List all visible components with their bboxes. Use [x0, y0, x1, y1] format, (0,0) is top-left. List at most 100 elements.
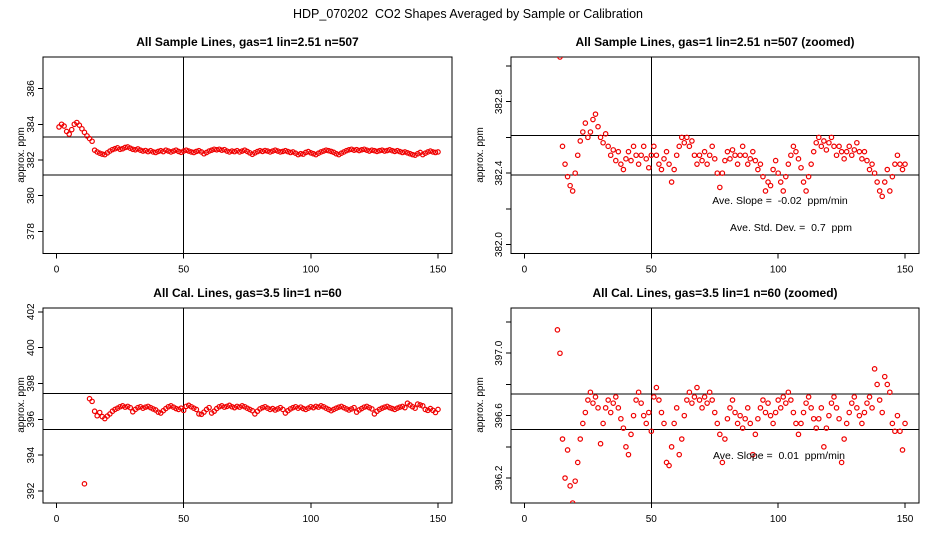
data-point — [661, 420, 667, 427]
data-point — [318, 149, 324, 155]
data-point — [678, 436, 685, 442]
data-point — [231, 148, 238, 155]
data-point — [155, 148, 162, 155]
y-axis-label-sample: approx. ppm — [16, 127, 27, 183]
data-point — [216, 403, 223, 410]
data-point — [757, 405, 764, 411]
data-point — [798, 420, 804, 427]
data-point — [871, 170, 878, 176]
data-point — [750, 148, 756, 155]
data-point — [559, 143, 566, 150]
data-point — [351, 147, 357, 153]
data-point — [381, 148, 388, 154]
x-tick-label: 150 — [430, 265, 447, 276]
data-point — [668, 444, 675, 450]
data-point — [587, 389, 594, 396]
data-point — [287, 149, 294, 156]
data-point — [180, 148, 187, 154]
data-point — [99, 151, 106, 157]
data-point — [313, 403, 319, 410]
data-point — [91, 408, 98, 415]
data-point — [425, 149, 431, 155]
y-axis-label-sample-zoomed: approx. ppm — [475, 127, 486, 183]
y-axis-label-cal-zoomed: approx. ppm — [475, 377, 486, 433]
data-point — [630, 412, 637, 419]
data-point — [170, 148, 177, 154]
data-point — [704, 400, 710, 406]
plot-box — [510, 56, 920, 254]
y-tick-label: 382.8 — [494, 89, 505, 114]
plot-box — [42, 307, 453, 504]
data-point — [117, 146, 123, 153]
y-tick-label: 402 — [26, 303, 37, 320]
data-point — [864, 157, 870, 164]
data-point — [328, 148, 334, 155]
data-point — [553, 1, 557, 5]
data-point — [435, 149, 441, 155]
data-point — [828, 400, 835, 406]
data-point — [856, 412, 863, 419]
data-point — [663, 148, 670, 155]
data-point — [676, 451, 683, 458]
data-point — [772, 157, 779, 164]
data-point — [137, 147, 144, 153]
data-point — [374, 148, 380, 155]
data-point — [892, 428, 898, 435]
data-point — [577, 138, 584, 144]
data-point — [879, 409, 886, 416]
data-point — [407, 150, 413, 157]
data-point — [623, 444, 629, 450]
data-point — [866, 394, 873, 400]
data-point — [346, 147, 352, 153]
y-tick-label: 397.0 — [494, 340, 505, 365]
data-point — [775, 397, 781, 403]
data-point — [188, 149, 195, 155]
data-point — [572, 170, 578, 176]
data-point — [633, 397, 639, 403]
data-point — [163, 147, 169, 153]
data-point — [826, 139, 832, 146]
data-point — [129, 146, 136, 153]
y-tick-label: 400 — [26, 339, 37, 356]
data-point — [744, 405, 751, 411]
data-point — [310, 150, 317, 157]
data-point — [216, 146, 223, 153]
data-point — [689, 400, 695, 406]
data-point — [673, 405, 680, 411]
data-point — [206, 404, 212, 411]
data-point — [574, 152, 581, 159]
data-point — [648, 428, 655, 435]
data-point — [150, 149, 156, 155]
data-point — [841, 156, 847, 162]
x-tick-label: 50 — [646, 514, 658, 525]
x-tick-label: 100 — [302, 514, 319, 525]
data-point — [714, 420, 721, 427]
data-point — [262, 147, 268, 154]
data-point — [605, 143, 611, 150]
data-point — [894, 152, 901, 159]
data-point — [793, 420, 799, 427]
data-point — [750, 451, 756, 458]
data-point — [132, 147, 139, 153]
data-point — [343, 147, 350, 154]
data-point — [587, 129, 594, 135]
data-point — [770, 420, 776, 427]
data-point — [318, 403, 324, 409]
data-point — [623, 156, 629, 162]
data-point — [729, 397, 736, 403]
data-point — [142, 404, 149, 410]
data-point — [595, 405, 601, 411]
data-point — [887, 188, 893, 194]
data-point — [221, 404, 228, 410]
data-point — [699, 405, 705, 411]
y-axis-label-cal: approx. ppm — [16, 377, 27, 433]
panel-title-cal: All Cal. Lines, gas=3.5 lin=1 n=60 — [153, 286, 342, 300]
data-point — [580, 129, 586, 135]
data-point — [765, 400, 771, 406]
data-point — [805, 394, 812, 400]
data-point — [269, 148, 276, 154]
x-tick-label: 0 — [522, 514, 528, 525]
data-point — [554, 327, 561, 333]
data-point — [798, 164, 804, 171]
